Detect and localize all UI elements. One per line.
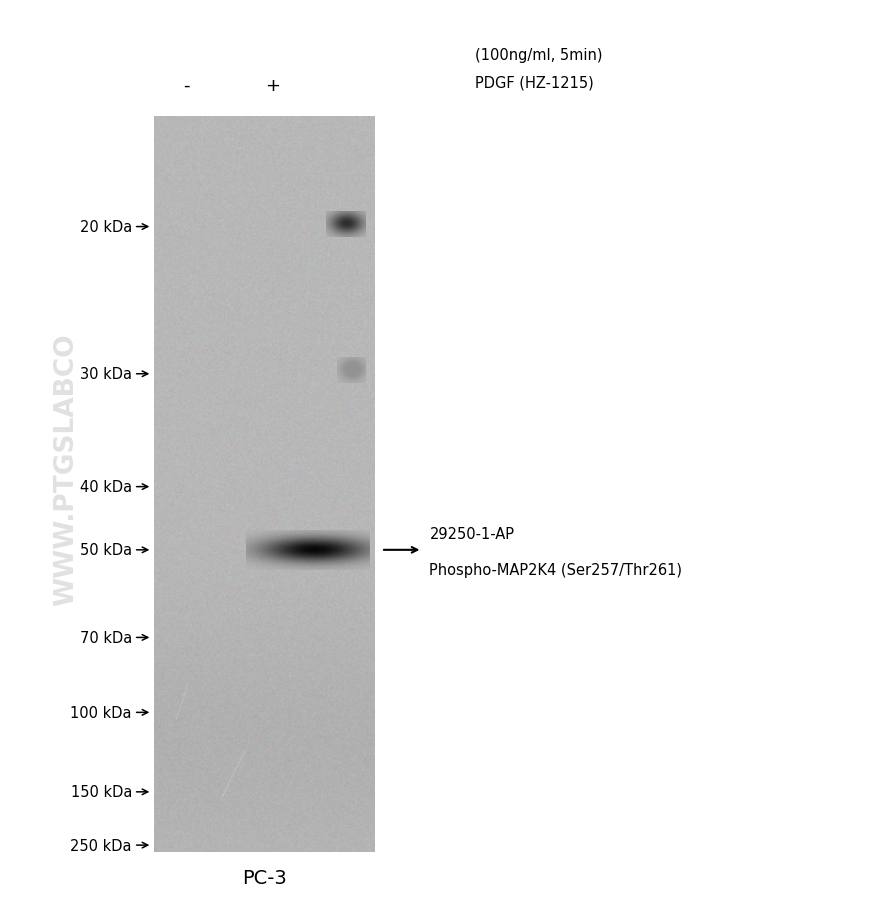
Text: (100ng/ml, 5min): (100ng/ml, 5min) <box>475 49 603 63</box>
Text: -: - <box>183 77 190 95</box>
Text: 40 kDa: 40 kDa <box>80 480 132 494</box>
Text: 30 kDa: 30 kDa <box>80 367 132 382</box>
Text: Phospho-MAP2K4 (Ser257/Thr261): Phospho-MAP2K4 (Ser257/Thr261) <box>429 563 683 577</box>
Text: PDGF (HZ-1215): PDGF (HZ-1215) <box>475 76 594 90</box>
Text: +: + <box>265 77 281 95</box>
Text: PC-3: PC-3 <box>242 868 286 888</box>
Text: 70 kDa: 70 kDa <box>80 630 132 645</box>
Text: WWW.PTGSLABCO: WWW.PTGSLABCO <box>53 333 79 605</box>
Text: 29250-1-AP: 29250-1-AP <box>429 527 515 541</box>
Text: 100 kDa: 100 kDa <box>70 705 132 720</box>
Text: 250 kDa: 250 kDa <box>70 838 132 852</box>
Text: 20 kDa: 20 kDa <box>80 220 132 235</box>
Text: 50 kDa: 50 kDa <box>80 543 132 557</box>
Text: 150 kDa: 150 kDa <box>70 785 132 799</box>
